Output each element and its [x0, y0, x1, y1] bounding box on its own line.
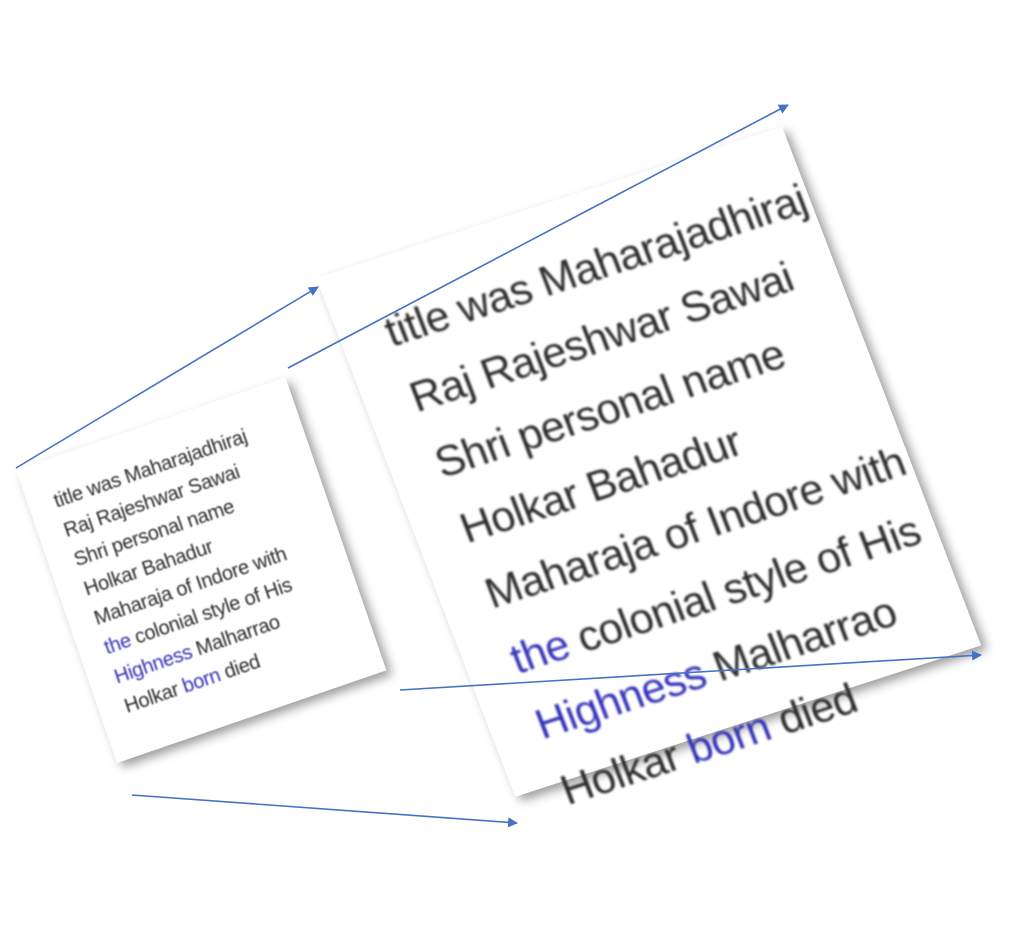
magnified-text: title was Maharajadhiraj Raj Rajeshwar Sa…	[374, 165, 993, 824]
arrow-bottom-left	[131, 794, 518, 828]
magnified-text-card: title was Maharajadhiraj Raj Rajeshwar Sa…	[316, 126, 982, 814]
highlighted-word: born	[179, 664, 224, 698]
highlighted-word: born	[680, 702, 778, 774]
source-text-card: title was Maharajadhiraj Raj Rajeshwar Sa…	[16, 377, 387, 764]
text-segment: died	[760, 674, 864, 748]
source-text: title was Maharajadhiraj Raj Rajeshwar Sa…	[50, 422, 323, 723]
